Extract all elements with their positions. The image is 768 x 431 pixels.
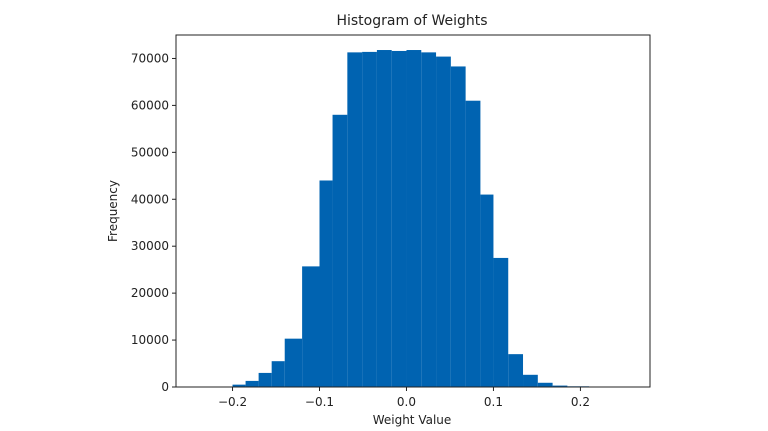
- histogram-bar: [347, 52, 363, 388]
- histogram-bar: [465, 100, 481, 388]
- y-tick-label: 50000: [131, 145, 169, 159]
- y-axis-label: Frequency: [106, 180, 120, 242]
- histogram-bar: [362, 51, 377, 388]
- y-axis: 0 10000 20000 30000 40000 50000 60000 70000: [131, 51, 176, 394]
- y-tick-label: 30000: [131, 239, 169, 253]
- histogram-bar: [391, 50, 407, 388]
- histogram-bar: [552, 385, 568, 387]
- histogram-bar: [523, 374, 538, 387]
- y-tick-label: 40000: [131, 192, 169, 206]
- histogram-bar: [258, 372, 272, 387]
- histogram-bar: [406, 50, 422, 388]
- histogram-bar: [232, 384, 246, 387]
- y-tick-label: 20000: [131, 286, 169, 300]
- bars-group: [232, 50, 590, 388]
- histogram-bar: [493, 257, 509, 387]
- histogram-bar: [284, 338, 303, 387]
- chart-title: Histogram of Weights: [336, 13, 487, 29]
- y-tick-label: 60000: [131, 98, 169, 112]
- histogram-bar: [508, 354, 524, 387]
- plot-frame: [175, 34, 651, 388]
- histogram-bar: [480, 194, 494, 387]
- histogram-bar: [332, 114, 348, 387]
- x-axis-label: Weight Value: [373, 413, 452, 427]
- x-tick-label: −0.2: [218, 395, 247, 409]
- x-tick-label: 0.0: [397, 395, 416, 409]
- histogram-bar: [450, 66, 466, 387]
- histogram-bar: [302, 266, 320, 387]
- y-tick-label: 70000: [131, 51, 169, 65]
- x-tick-label: 0.2: [571, 395, 590, 409]
- histogram-bar: [376, 50, 392, 388]
- x-axis: −0.2 −0.1 0.0 0.1 0.2: [218, 387, 590, 409]
- histogram-bar: [436, 56, 451, 388]
- histogram-bar: [319, 180, 333, 387]
- x-tick-label: 0.1: [484, 395, 503, 409]
- y-tick-label: 0: [161, 380, 169, 394]
- x-tick-label: −0.1: [305, 395, 334, 409]
- y-tick-label: 10000: [131, 333, 169, 347]
- histogram-bar: [271, 361, 285, 387]
- histogram-bar: [421, 52, 437, 388]
- histogram-bar: [245, 380, 259, 387]
- histogram-bar: [537, 382, 553, 387]
